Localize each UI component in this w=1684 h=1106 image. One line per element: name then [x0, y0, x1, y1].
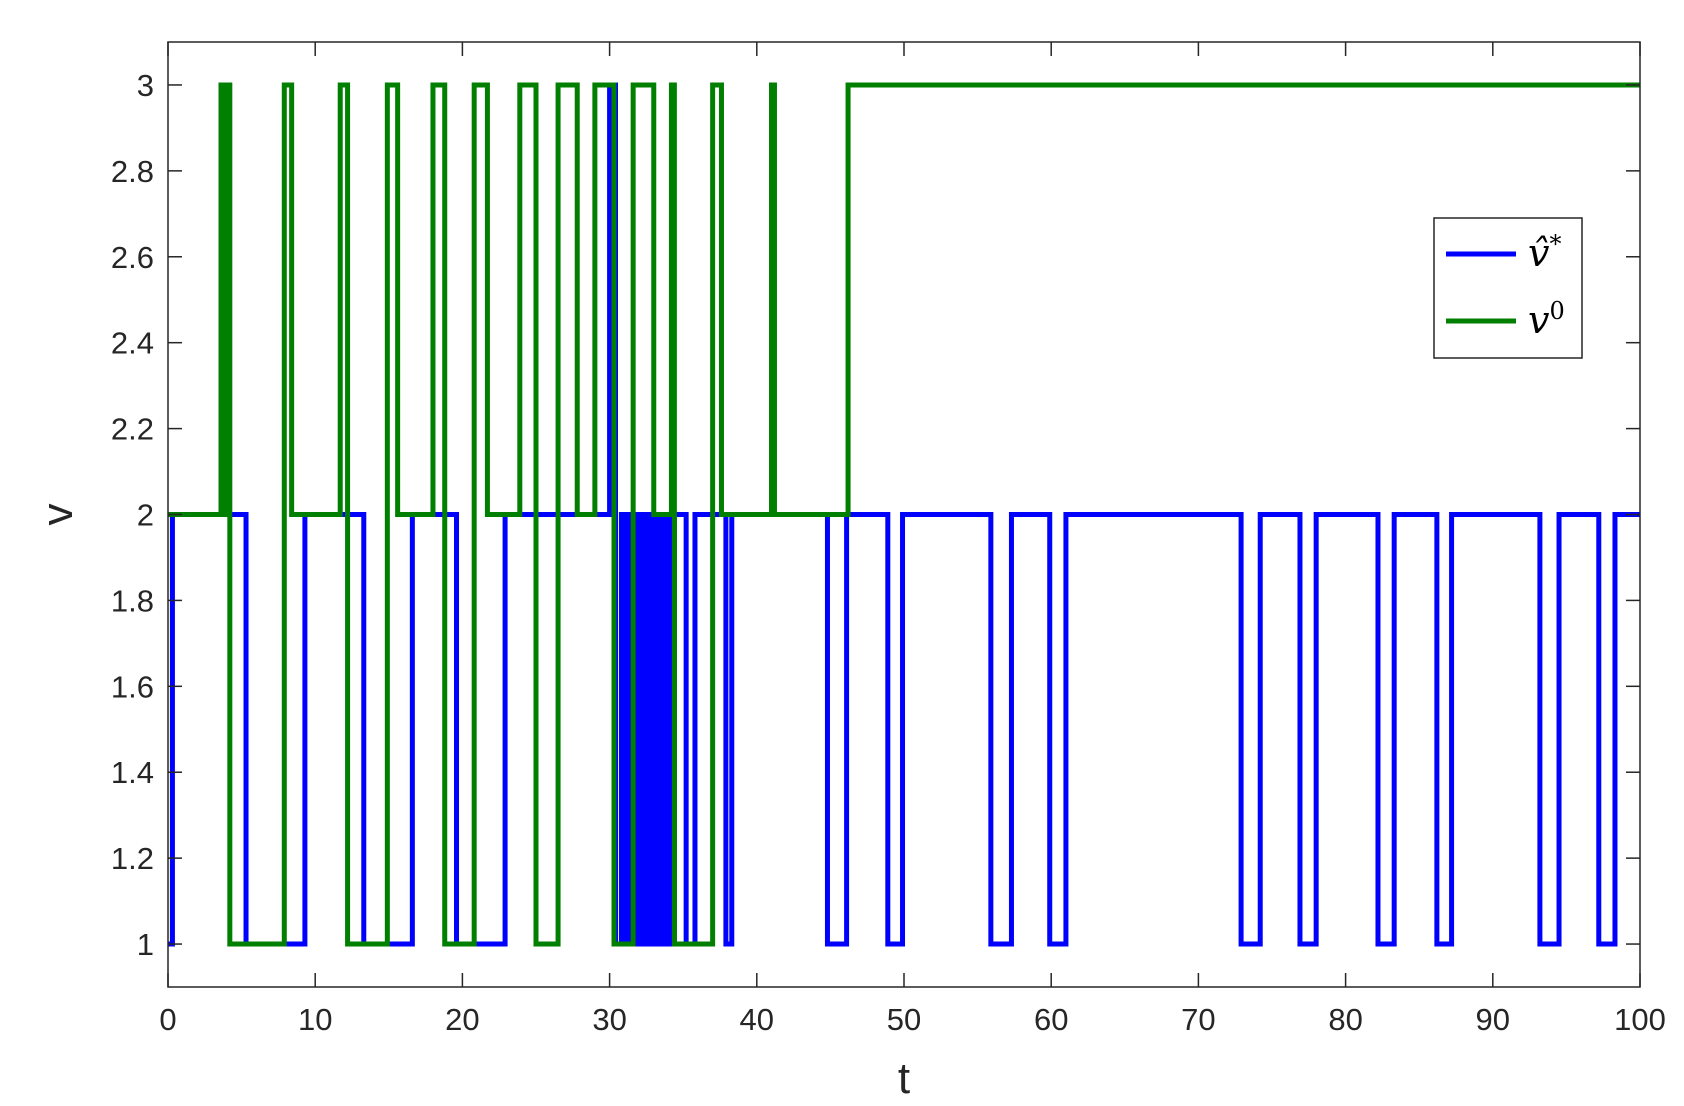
y-tick-label: 2.2	[111, 412, 154, 447]
tick-layer	[167, 42, 1641, 987]
legend-label-base: v̂	[1528, 231, 1550, 275]
y-tick-label: 2.8	[111, 154, 154, 189]
x-tick-label: 0	[159, 1002, 176, 1037]
y-tick-label: 3	[137, 68, 154, 103]
y-tick-label: 1.2	[111, 841, 154, 876]
legend: v̂* v0	[1433, 217, 1583, 359]
x-tick-label: 70	[1181, 1002, 1215, 1037]
y-axis-title: v	[33, 504, 82, 526]
series-layer	[168, 82, 1640, 947]
x-tick-label: 20	[445, 1002, 479, 1037]
legend-label-superscript: 0	[1549, 297, 1564, 325]
x-tick-label: 10	[298, 1002, 332, 1037]
x-tick-label: 30	[592, 1002, 626, 1037]
x-tick-label: 100	[1614, 1002, 1666, 1037]
y-tick-label: 2.6	[111, 240, 154, 275]
legend-label-superscript: *	[1549, 230, 1561, 258]
x-tick-label: 50	[887, 1002, 921, 1037]
y-tick-label: 2	[137, 498, 154, 533]
x-axis-title: t	[898, 1054, 910, 1103]
x-tick-label: 80	[1328, 1002, 1362, 1037]
y-tick-label: 1	[137, 927, 154, 962]
x-tick-label: 60	[1034, 1002, 1068, 1037]
y-tick-label: 1.6	[111, 669, 154, 704]
y-tick-label: 1.4	[111, 755, 154, 790]
y-tick-label: 2.4	[111, 326, 154, 361]
legend-label-base: v	[1528, 298, 1550, 342]
x-tick-labels: 0 10 20 30 40 50 60 70 80 90 100	[159, 1002, 1665, 1037]
y-tick-label: 1.8	[111, 583, 154, 618]
x-tick-label: 90	[1476, 1002, 1510, 1037]
plot-area	[167, 41, 1641, 988]
legend-label-v-hat-star: v̂*	[1528, 230, 1561, 275]
legend-box	[1433, 217, 1583, 359]
x-tick-label: 40	[740, 1002, 774, 1037]
legend-label-v-zero: v0	[1528, 297, 1565, 342]
series-line-v-zero	[168, 82, 1640, 947]
y-tick-labels: 1 1.2 1.4 1.6 1.8 2 2.2 2.4 2.6 2.8 3	[111, 68, 154, 962]
